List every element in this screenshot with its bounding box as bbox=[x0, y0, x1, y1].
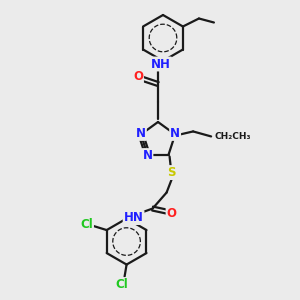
Text: N: N bbox=[170, 127, 180, 140]
Text: N: N bbox=[136, 127, 146, 140]
Text: HN: HN bbox=[124, 211, 143, 224]
Text: S: S bbox=[167, 166, 176, 179]
Text: Cl: Cl bbox=[80, 218, 93, 231]
Text: O: O bbox=[133, 70, 143, 83]
Text: NH: NH bbox=[151, 58, 171, 70]
Text: O: O bbox=[167, 207, 177, 220]
Text: Cl: Cl bbox=[115, 278, 128, 291]
Text: CH₂CH₃: CH₂CH₃ bbox=[214, 132, 250, 141]
Text: N: N bbox=[142, 149, 152, 162]
